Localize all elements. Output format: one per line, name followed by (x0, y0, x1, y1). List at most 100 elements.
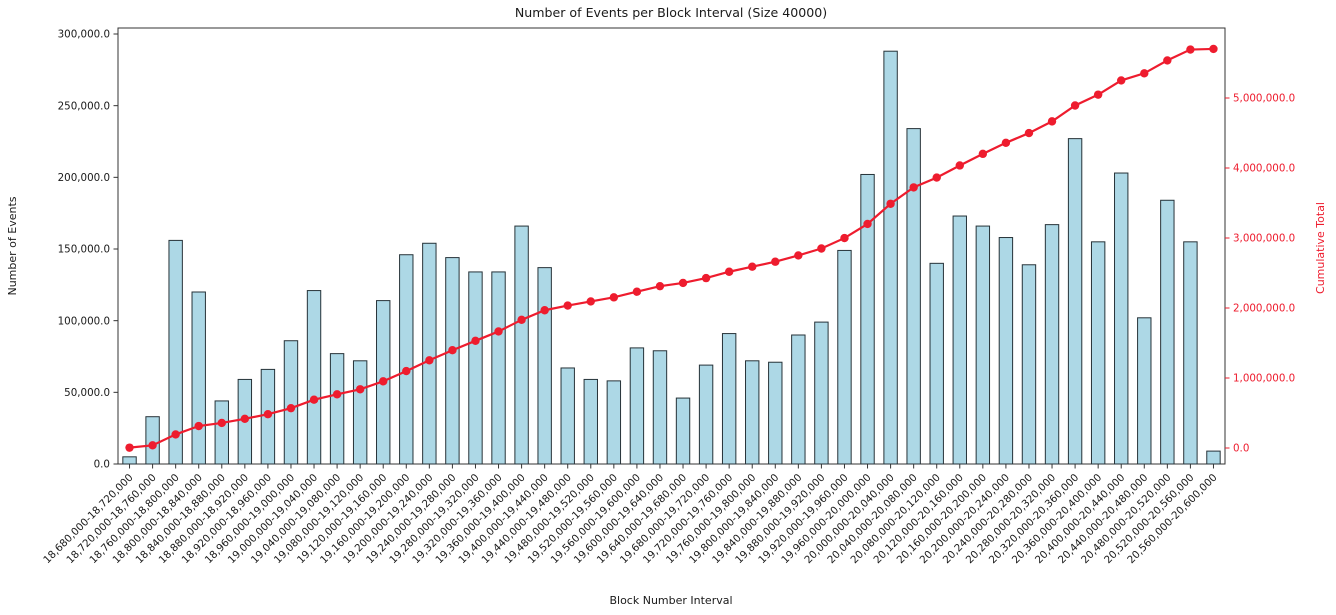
bar (860, 173, 875, 465)
cumulative-point (217, 418, 226, 428)
cumulative-point (817, 244, 826, 253)
cumulative-line-series (125, 44, 1218, 452)
bar (422, 242, 437, 465)
cumulative-point (309, 395, 319, 404)
bar (998, 237, 1014, 465)
bar (652, 350, 668, 465)
cumulative-point (655, 281, 665, 291)
bar (768, 361, 783, 465)
cumulative-point (1070, 101, 1080, 110)
left-tick-label: 0.0 (94, 459, 110, 471)
bar (952, 215, 967, 465)
cumulative-point (171, 430, 180, 439)
cumulative-point (1140, 69, 1149, 78)
left-y-axis-label: Number of Events (6, 196, 19, 295)
cumulative-point (494, 327, 503, 336)
bar (629, 347, 645, 465)
cumulative-point (909, 183, 918, 192)
bar (145, 416, 160, 465)
bar (283, 340, 299, 465)
cumulative-point (724, 267, 734, 276)
bar (975, 225, 991, 465)
cumulative-point (240, 414, 250, 424)
right-tick-label: 4,000,000.0 (1233, 163, 1295, 175)
bar (560, 367, 575, 465)
bar (122, 456, 137, 465)
bar (675, 397, 691, 465)
bar (606, 380, 622, 465)
bar (814, 321, 829, 465)
cumulative-point (1186, 45, 1195, 54)
cumulative-point (609, 293, 619, 302)
cumulative-point (263, 409, 273, 419)
bar (1021, 264, 1037, 465)
cumulative-point (932, 173, 941, 182)
plot-area (117, 27, 1226, 465)
cumulative-point (863, 219, 872, 229)
cumulative-point (332, 390, 342, 399)
cumulative-point (540, 306, 549, 315)
cumulative-point (794, 251, 803, 260)
bar (1160, 199, 1175, 465)
right-tick-label: 5,000,000.0 (1233, 93, 1295, 105)
cumulative-point (1001, 138, 1011, 147)
cumulative-point (563, 301, 572, 310)
bar (491, 271, 506, 465)
bar (1183, 241, 1198, 465)
cumulative-point (1093, 90, 1103, 99)
cumulative-point (448, 346, 457, 355)
left-tick-label: 250,000.0 (58, 100, 110, 112)
bar (698, 364, 714, 465)
right-tick-label: 1,000,000.0 (1233, 373, 1295, 385)
bar (1067, 138, 1083, 465)
bar (329, 353, 345, 465)
cumulative-point (955, 161, 964, 170)
cumulative-point (886, 199, 895, 208)
cumulative-point (471, 336, 480, 346)
left-tick-label: 200,000.0 (58, 172, 110, 184)
bar (306, 290, 322, 465)
bar (929, 262, 944, 465)
cumulative-point (748, 262, 757, 271)
bar (1137, 317, 1152, 465)
cumulative-point (402, 366, 411, 376)
left-tick-label: 50,000.0 (64, 387, 110, 399)
cumulative-point (194, 421, 203, 431)
bar (399, 254, 414, 465)
cumulative-point (632, 287, 642, 296)
left-tick-label: 100,000.0 (58, 315, 110, 327)
bar (745, 360, 760, 465)
right-y-axis-label: Cumulative Total (1314, 202, 1327, 294)
left-tick-label: 150,000.0 (58, 244, 110, 256)
bar (791, 334, 806, 465)
cumulative-point (1163, 56, 1172, 65)
bar (537, 267, 552, 465)
right-tick-label: 2,000,000.0 (1233, 303, 1295, 315)
left-y-axis: 0.0 50,000.0 100,000.0 150,000.0 200,000.0 25… (58, 29, 118, 471)
bar (514, 225, 529, 465)
bar (352, 360, 368, 465)
chart-title: Number of Events per Block Interval (Siz… (515, 5, 827, 20)
cumulative-point (286, 403, 296, 413)
bar (1090, 241, 1106, 465)
bar (214, 400, 229, 465)
bar (468, 271, 483, 465)
cumulative-point (1117, 76, 1126, 85)
cumulative-point (1024, 128, 1034, 138)
bar (721, 333, 737, 465)
bar (583, 378, 598, 465)
cumulative-point (148, 441, 157, 450)
bar (837, 249, 852, 465)
cumulative-point (978, 149, 988, 159)
bar (191, 291, 206, 465)
cumulative-point (701, 273, 711, 283)
cumulative-point (586, 297, 595, 306)
cumulative-point (425, 356, 434, 365)
cumulative-point (517, 315, 526, 325)
x-axis: 18,680,000-18,720,00018,720,000-18,760,0… (41, 464, 1220, 566)
cumulative-point (678, 278, 688, 288)
right-tick-label: 3,000,000.0 (1233, 233, 1295, 245)
right-y-axis: 0.0 1,000,000.0 2,000,000.0 3,000,000.0 4,00… (1225, 93, 1295, 455)
